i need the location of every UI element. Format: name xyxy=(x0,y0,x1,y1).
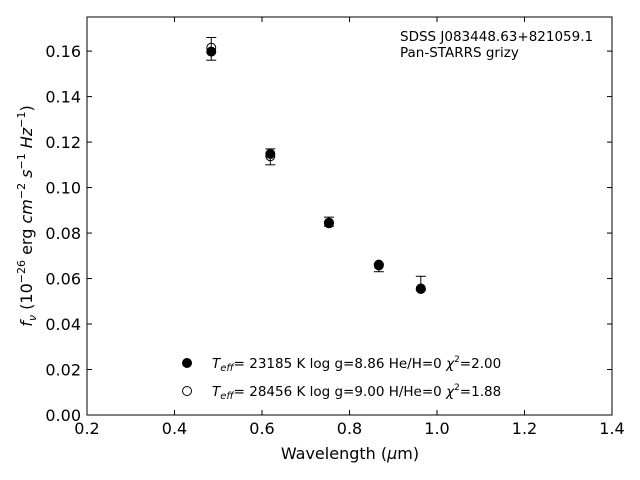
legend-entry-1: Teff= 23185 K log g=8.86 He/H=0 χ2=2.00 xyxy=(212,355,501,374)
legend-1-chi-val: =2.00 xyxy=(460,356,501,372)
y-tick-label: 0.16 xyxy=(45,42,81,61)
y-label-exp4: −1 xyxy=(15,112,28,128)
y-label-cm: cm xyxy=(17,199,36,223)
y-label-close: ) xyxy=(17,105,36,111)
x-axis-label-main: Wavelength ( xyxy=(281,444,387,463)
x-tick-label: 0.4 xyxy=(162,419,187,438)
point-filled xyxy=(265,148,276,159)
y-tick-label: 0.02 xyxy=(45,361,81,380)
legend-2-chi-val: =1.88 xyxy=(460,384,501,400)
y-tick-label: 0.06 xyxy=(45,270,81,289)
y-label-open: (10 xyxy=(17,283,36,315)
y-label-exp2: −2 xyxy=(15,183,28,199)
point-open xyxy=(265,151,276,162)
y-label-s: s xyxy=(17,170,36,183)
y-label-hz: Hz xyxy=(17,127,36,153)
y-tick-label: 0.10 xyxy=(45,179,81,198)
legend-1-teff-sub: eff xyxy=(220,363,235,374)
x-axis-label: Wavelength (μm) xyxy=(281,444,419,463)
legend-entry-2: Teff= 28456 K log g=9.00 H/He=0 χ2=1.88 xyxy=(212,383,501,402)
y-axis-label: fν (10−26 erg cm−2 s−1 Hz−1) xyxy=(15,105,39,326)
y-label-nu: ν xyxy=(26,315,39,321)
errorbars-group xyxy=(206,36,426,291)
point-open xyxy=(415,283,426,294)
legend-2-teff-sub: eff xyxy=(220,391,235,402)
legend-2-text: = 28456 K log g=9.00 H/He=0 xyxy=(234,384,446,400)
legend-2-teff: T xyxy=(212,384,222,400)
annotation-line-2: Pan-STARRS grizy xyxy=(400,45,519,61)
legend-marker-filled xyxy=(182,358,192,368)
y-tick-label: 0.14 xyxy=(45,88,81,107)
x-tick-label: 0.6 xyxy=(249,419,274,438)
y-tick-label: 0.12 xyxy=(45,133,81,152)
legend-2-chi-sup: 2 xyxy=(454,383,460,393)
x-tick-label: 0.2 xyxy=(74,419,99,438)
y-tick-label: 0.04 xyxy=(45,315,81,334)
y-tick-label: 0.08 xyxy=(45,224,81,243)
y-label-f: f xyxy=(17,319,36,327)
legend-1-teff: T xyxy=(212,356,222,372)
point-open xyxy=(373,260,384,271)
legend-1-chi-sup: 2 xyxy=(454,355,460,365)
annotation-line-1: SDSS J083448.63+821059.1 xyxy=(400,29,593,45)
legend-2-chi: χ xyxy=(445,384,455,400)
legend: Teff= 23185 K log g=8.86 He/H=0 χ2=2.00 … xyxy=(182,355,501,402)
x-tick-label: 1.2 xyxy=(512,419,537,438)
y-tick-label: 0.00 xyxy=(45,406,81,425)
legend-1-chi: χ xyxy=(445,356,455,372)
x-tick-label: 1.0 xyxy=(424,419,449,438)
ticks-group: 0.2 0.4 0.6 0.8 1.0 1.2 1.4 0.00 0.02 0.04 0.06 0.0… xyxy=(45,17,625,438)
x-tick-label: 0.8 xyxy=(337,419,362,438)
y-label-exp3: −1 xyxy=(15,153,28,169)
point-open xyxy=(206,42,217,53)
point-open xyxy=(323,217,334,228)
y-label-erg: erg xyxy=(17,224,36,260)
legend-marker-open xyxy=(182,386,192,396)
points-group xyxy=(206,42,426,295)
x-axis-label-mu: μ xyxy=(386,444,397,463)
legend-1-text: = 23185 K log g=8.86 He/H=0 xyxy=(234,356,446,372)
x-axis-label-unit: m) xyxy=(397,444,419,463)
point-filled xyxy=(206,46,217,57)
x-tick-label: 1.4 xyxy=(599,419,624,438)
y-label-exp1: −26 xyxy=(15,260,28,283)
